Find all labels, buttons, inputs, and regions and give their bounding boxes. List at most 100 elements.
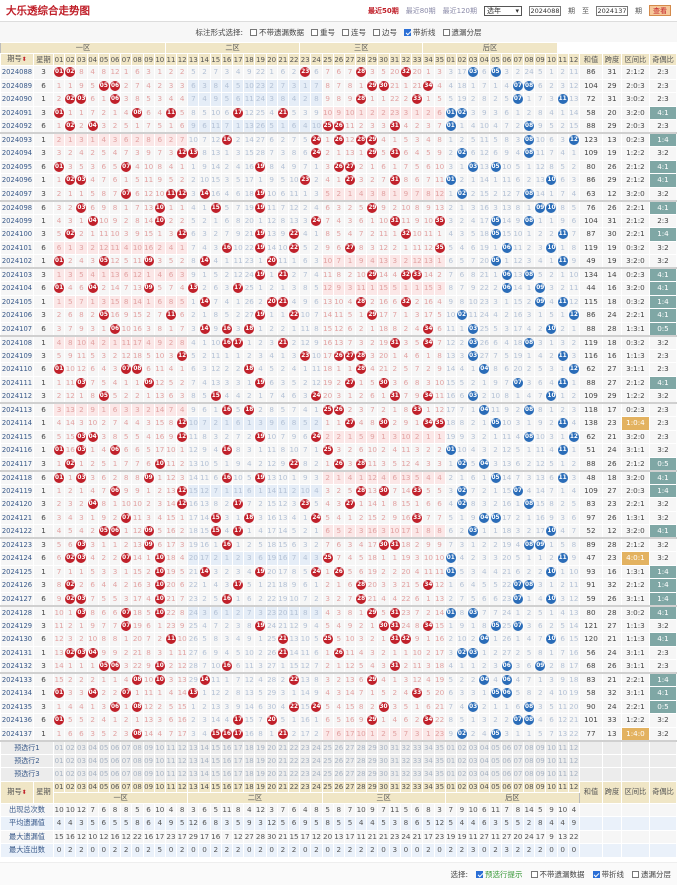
preselect-back-number[interactable]: 05: [489, 767, 502, 782]
preselect-number[interactable]: 07: [120, 753, 133, 768]
filter-option[interactable]: 不带遗漏数据: [250, 27, 304, 38]
preselect-back-number[interactable]: 08: [522, 739, 536, 755]
preselect-number[interactable]: 33: [411, 767, 424, 782]
checkbox[interactable]: [530, 871, 538, 878]
preselect-back-number[interactable]: 11: [556, 753, 569, 768]
preselect-number[interactable]: 13: [187, 753, 200, 768]
year-select[interactable]: 选年 ▾: [484, 5, 522, 16]
preselect-back-number[interactable]: 06: [500, 739, 513, 755]
preselect-back-number[interactable]: 06: [500, 767, 513, 782]
sort-icon[interactable]: ⬍: [21, 56, 27, 63]
preselect-number[interactable]: 23: [299, 767, 312, 782]
preselect-number[interactable]: 10: [153, 767, 166, 782]
preselect-number[interactable]: 35: [433, 739, 446, 755]
preselect-back-number[interactable]: 11: [556, 767, 569, 782]
footer-option[interactable]: 遗漏分层: [632, 869, 671, 880]
preselect-back-number[interactable]: 11: [556, 739, 569, 755]
preselect-number[interactable]: 35: [433, 767, 446, 782]
preselect-number[interactable]: 07: [120, 767, 133, 782]
preselect-number[interactable]: 24: [310, 753, 323, 768]
preselect-number[interactable]: 14: [198, 739, 211, 755]
preselect-number[interactable]: 08: [131, 739, 144, 755]
preselect-number[interactable]: 17: [232, 767, 245, 782]
filter-option[interactable]: 重号: [311, 27, 335, 38]
preselect-back-number[interactable]: 08: [522, 753, 536, 768]
preselect-back-number[interactable]: 08: [522, 767, 536, 782]
preselect-number[interactable]: 19: [254, 739, 267, 755]
preselect-back-number[interactable]: 02: [455, 739, 469, 755]
checkbox[interactable]: [476, 871, 483, 878]
preselect-number[interactable]: 12: [176, 767, 189, 782]
preselect-number[interactable]: 10: [153, 739, 166, 755]
preselect-number[interactable]: 25: [321, 753, 334, 768]
preselect-number[interactable]: 32: [399, 739, 413, 755]
filter-option[interactable]: 带折线: [404, 27, 436, 38]
preselect-number[interactable]: 26: [332, 753, 345, 768]
preselect-number[interactable]: 23: [299, 753, 312, 768]
preselect-number[interactable]: 22: [287, 753, 301, 768]
preselect-number[interactable]: 17: [232, 753, 245, 768]
preselect-number[interactable]: 08: [131, 767, 144, 782]
preselect-number[interactable]: 06: [108, 753, 122, 768]
preselect-number[interactable]: 11: [164, 753, 178, 768]
preselect-number[interactable]: 20: [265, 767, 278, 782]
preselect-number[interactable]: 19: [254, 753, 267, 768]
recent-80-link[interactable]: 最近80期: [405, 6, 436, 15]
preselect-number[interactable]: 14: [198, 753, 211, 768]
checkbox[interactable]: [250, 29, 258, 36]
preselect-back-number[interactable]: 01: [444, 753, 457, 768]
preselect-number[interactable]: 18: [243, 767, 256, 782]
preselect-number[interactable]: 33: [411, 739, 424, 755]
preselect-number[interactable]: 25: [321, 739, 334, 755]
preselect-number[interactable]: 02: [64, 739, 77, 755]
preselect-number[interactable]: 01: [52, 739, 66, 755]
preselect-number[interactable]: 26: [332, 767, 345, 782]
preselect-number[interactable]: 31: [388, 767, 401, 782]
preselect-back-number[interactable]: 01: [444, 739, 457, 755]
preselect-number[interactable]: 09: [142, 767, 155, 782]
preselect-back-number[interactable]: 03: [467, 767, 480, 782]
preselect-number[interactable]: 29: [366, 753, 379, 768]
sort-icon[interactable]: ⬍: [21, 788, 27, 796]
preselect-number[interactable]: 16: [220, 753, 234, 768]
preselect-back-number[interactable]: 02: [455, 753, 469, 768]
preselect-number[interactable]: 06: [108, 767, 122, 782]
preselect-back-number[interactable]: 09: [534, 753, 547, 768]
preselect-number[interactable]: 28: [355, 739, 368, 755]
preselect-back-number[interactable]: 04: [478, 767, 491, 782]
preselect-back-number[interactable]: 10: [545, 767, 558, 782]
view-button[interactable]: 查看: [649, 5, 671, 16]
preselect-back-number[interactable]: 04: [478, 753, 491, 768]
preselect-number[interactable]: 20: [265, 753, 278, 768]
preselect-number[interactable]: 05: [97, 739, 110, 755]
checkbox[interactable]: [592, 871, 600, 878]
preselect-number[interactable]: 21: [276, 767, 289, 782]
preselect-number[interactable]: 32: [399, 753, 413, 768]
preselect-number[interactable]: 30: [377, 767, 390, 782]
preselect-number[interactable]: 01: [52, 753, 66, 768]
recent-50-link[interactable]: 最近50期: [367, 6, 399, 15]
preselect-number[interactable]: 22: [287, 767, 301, 782]
preselect-number[interactable]: 24: [310, 739, 323, 755]
preselect-number[interactable]: 30: [377, 753, 390, 768]
footer-option[interactable]: 不带遗漏数据: [530, 869, 585, 880]
preselect-number[interactable]: 33: [411, 753, 424, 768]
preselect-number[interactable]: 15: [209, 739, 222, 755]
preselect-number[interactable]: 11: [164, 739, 178, 755]
issue-column-header[interactable]: 期号⬍: [0, 53, 34, 66]
preselect-number[interactable]: 27: [343, 739, 357, 755]
preselect-number[interactable]: 04: [86, 739, 99, 755]
preselect-number[interactable]: 28: [355, 767, 368, 782]
preselect-back-number[interactable]: 12: [567, 753, 580, 768]
preselect-number[interactable]: 14: [198, 767, 211, 782]
checkbox[interactable]: [404, 29, 412, 36]
checkbox[interactable]: [373, 29, 381, 36]
preselect-number[interactable]: 03: [75, 767, 88, 782]
checkbox[interactable]: [311, 29, 319, 36]
preselect-back-number[interactable]: 09: [534, 739, 547, 755]
preselect-number[interactable]: 04: [86, 767, 99, 782]
preselect-back-number[interactable]: 03: [467, 753, 480, 768]
preselect-number[interactable]: 26: [332, 739, 345, 755]
preselect-number[interactable]: 13: [187, 767, 200, 782]
preselect-number[interactable]: 25: [321, 767, 334, 782]
